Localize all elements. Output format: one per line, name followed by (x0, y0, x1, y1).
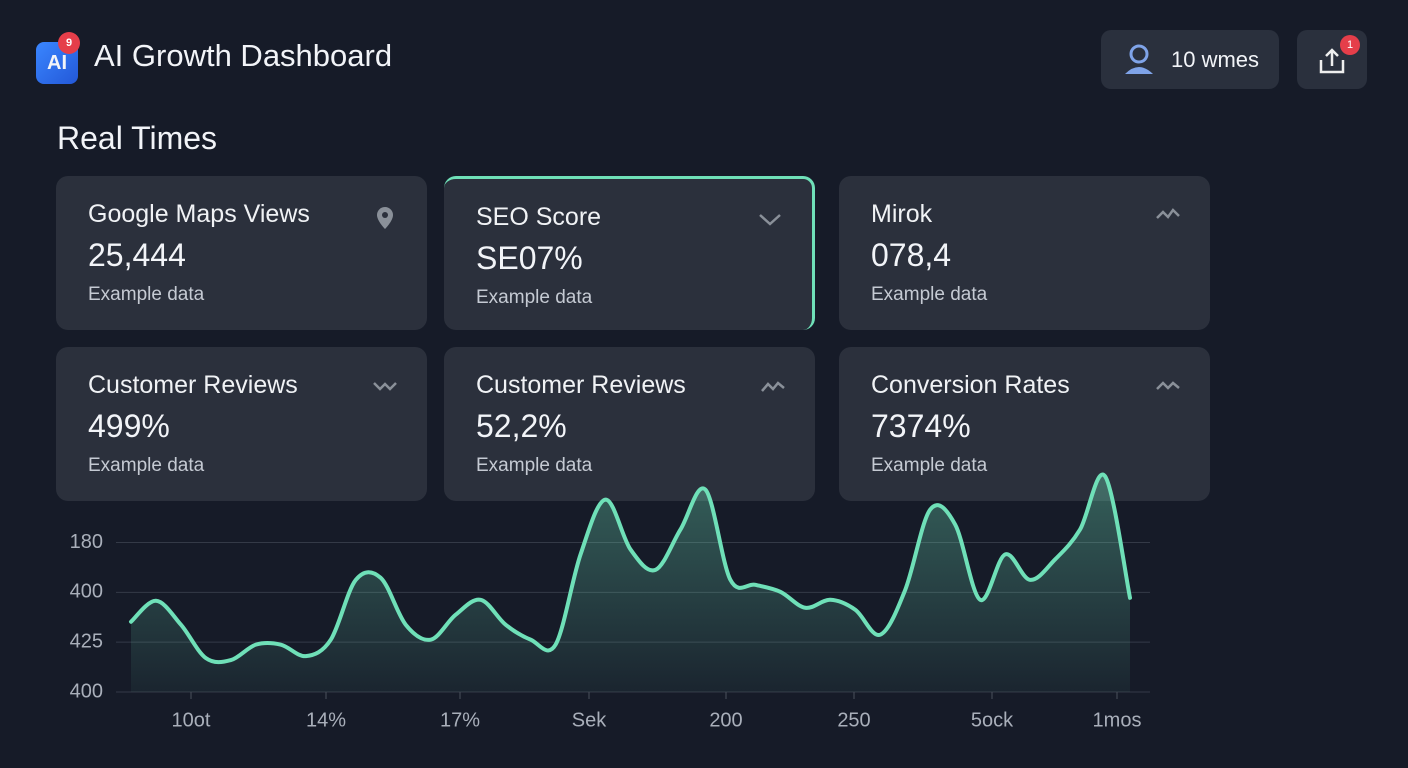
area-fill (131, 474, 1130, 692)
badge: 1 (1340, 35, 1360, 55)
card-subtitle: Example data (476, 455, 593, 476)
section-title: Real Times (57, 120, 218, 156)
y-tick-label: 180 (70, 531, 103, 553)
card-value: 52,2% (476, 408, 567, 444)
x-tick-label: 200 (709, 709, 742, 731)
app-title: AI Growth Dashboard (94, 38, 393, 73)
card-subtitle: Example data (88, 455, 205, 476)
y-tick-label: 425 (70, 630, 103, 652)
badge: 9 (58, 32, 80, 54)
x-tick-label: 1mos (1093, 709, 1142, 731)
share-button[interactable]: 1 (1297, 30, 1367, 89)
card-icon (377, 207, 393, 229)
x-tick-label: Sek (572, 709, 607, 731)
y-tick-label: 400 (70, 581, 103, 603)
card-icon (1156, 208, 1180, 219)
card-value: 25,444 (88, 237, 186, 273)
metric-card[interactable]: Customer Reviews 52,2% Example data (444, 347, 815, 501)
user-icon (1125, 44, 1153, 74)
card-title: Mirok (871, 200, 933, 228)
metric-card[interactable]: Mirok 078,4 Example data (839, 176, 1210, 330)
share-icon (1319, 48, 1345, 74)
card-title: Customer Reviews (476, 371, 686, 399)
y-tick-label: 400 (70, 680, 103, 702)
x-tick-label: 17% (440, 709, 480, 731)
x-tick-label: 250 (837, 709, 870, 731)
card-title: SEO Score (476, 203, 602, 231)
card-value: 078,4 (871, 237, 952, 273)
card-icon (373, 382, 397, 391)
metric-card[interactable]: Google Maps Views 25,444 Example data (56, 176, 427, 330)
card-icon (761, 381, 785, 392)
card-subtitle: Example data (871, 284, 988, 305)
x-tick-label: 14% (306, 709, 346, 731)
card-title: Google Maps Views (88, 200, 310, 228)
line (129, 472, 1132, 665)
logo-text: AI (47, 51, 67, 74)
x-tick-label: 10ot (172, 709, 211, 731)
card-subtitle: Example data (871, 455, 988, 476)
card-icon (759, 214, 781, 226)
card-value: 7374% (871, 408, 971, 444)
card-icon (1156, 381, 1180, 390)
metric-card[interactable]: Conversion Rates 7374% Example data (839, 347, 1210, 501)
card-subtitle: Example data (88, 284, 205, 305)
card-subtitle: Example data (476, 287, 593, 308)
card-title: Customer Reviews (88, 371, 298, 399)
metric-card[interactable]: Customer Reviews 499% Example data (56, 347, 427, 501)
card-title: Conversion Rates (871, 371, 1070, 399)
metric-card[interactable]: SEO Score SE07% Example data (444, 176, 815, 330)
card-value: SE07% (476, 240, 583, 276)
user-button[interactable]: 10 wmes (1101, 30, 1279, 89)
x-tick-label: 5ock (971, 709, 1014, 731)
logo: AI 9 (36, 32, 80, 84)
user-label: 10 wmes (1171, 46, 1260, 72)
card-value: 499% (88, 408, 170, 444)
